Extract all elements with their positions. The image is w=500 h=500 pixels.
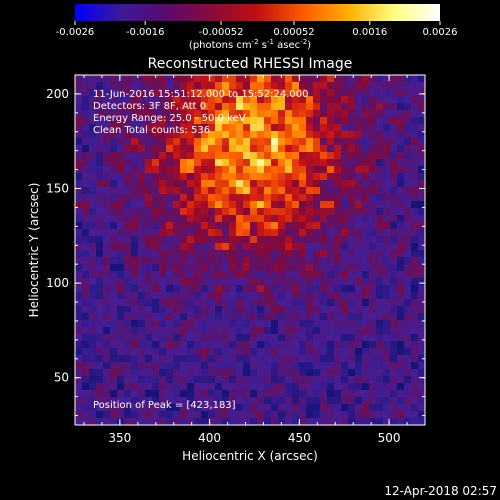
chart-title: Reconstructed RHESSI Image [148, 56, 353, 72]
colorbar-tick-label: -0.0026 [56, 27, 95, 38]
x-axis-ticks: 350 400 450 500 [83, 75, 408, 445]
colorbar-units: (photons cm-2 s-1 asec-2) [189, 38, 311, 51]
y-axis-ticks: 50 100 150 200 [46, 87, 425, 417]
colorbar-tick-label: 0.0026 [423, 27, 458, 38]
colorbar-tick-label: -0.00052 [199, 27, 244, 38]
x-tick-label: 450 [288, 431, 311, 445]
colorbar: -0.0026 -0.0016 -0.00052 0.00052 0.0016 0.002… [56, 4, 458, 51]
footer-timestamp: 12-Apr-2018 02:57 [384, 484, 497, 498]
y-tick-label: 50 [54, 371, 69, 385]
colorbar-tick-label: 0.0016 [352, 27, 387, 38]
x-tick-label: 350 [108, 431, 131, 445]
annotations: 11-Jun-2016 15:51:12.000 to 15:52:24.000… [93, 89, 309, 411]
peak-label: Position of Peak = [423,183] [93, 400, 236, 411]
colorbar-tick-label: -0.0016 [126, 27, 165, 38]
heatmap-image [75, 75, 425, 425]
colorbar-gradient [75, 4, 440, 21]
annotation-detectors: Detectors: 3F 8F, Att 0 [93, 101, 206, 112]
annotation-time: 11-Jun-2016 15:51:12.000 to 15:52:24.000 [93, 89, 309, 100]
colorbar-ticks: -0.0026 -0.0016 -0.00052 0.00052 0.0016 0.002… [56, 21, 458, 38]
annotation-clean: Clean Total counts: 536 [93, 125, 210, 136]
plot-frame [74, 74, 426, 426]
y-tick-label: 150 [46, 182, 69, 196]
x-axis-label: Heliocentric X (arcsec) [182, 449, 318, 463]
y-tick-label: 200 [46, 87, 69, 101]
y-tick-label: 100 [46, 276, 69, 290]
annotation-energy: Energy Range: 25.0 - 50.0 keV [93, 113, 246, 124]
y-axis-label: Heliocentric Y (arcsec) [27, 183, 41, 318]
x-tick-label: 500 [378, 431, 401, 445]
colorbar-tick-label: 0.00052 [273, 27, 314, 38]
x-tick-label: 400 [198, 431, 221, 445]
